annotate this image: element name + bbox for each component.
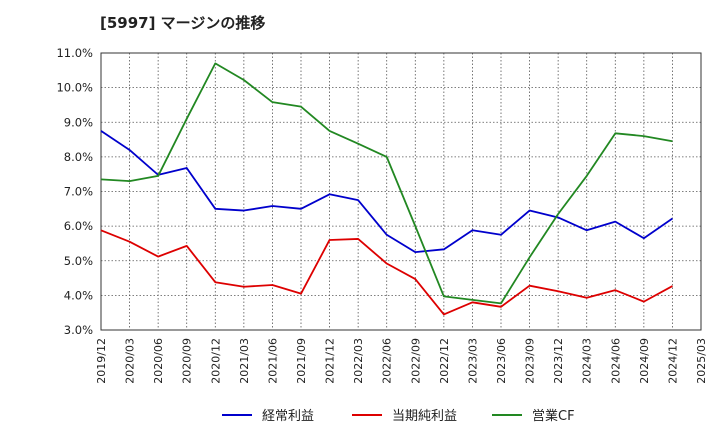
legend: 経常利益 当期純利益 営業CF — [222, 408, 575, 424]
x-tick-label: 2024/12 — [666, 338, 679, 384]
x-tick-label: 2022/06 — [381, 338, 394, 384]
x-tick-label: 2020/06 — [152, 338, 165, 384]
x-tick-label: 2022/09 — [409, 338, 422, 384]
x-tick-label: 2020/12 — [209, 338, 222, 384]
legend-label: 営業CF — [532, 408, 575, 424]
x-tick-label: 2021/09 — [295, 338, 308, 384]
x-tick-label: 2024/03 — [581, 338, 594, 384]
series-lines — [100, 62, 673, 316]
y-tick-label: 9.0% — [64, 115, 93, 129]
x-tick-label: 2023/09 — [524, 338, 537, 384]
legend-label: 経常利益 — [262, 409, 314, 424]
y-tick-label: 6.0% — [64, 219, 93, 233]
legend-label: 当期純利益 — [392, 409, 457, 424]
chart-title: [5997] マージンの推移 — [100, 14, 265, 32]
x-tick-label: 2020/03 — [124, 338, 137, 384]
series-line-1 — [100, 130, 673, 253]
y-tick-label: 11.0% — [56, 46, 93, 60]
y-axis: 3.0% 4.0% 5.0% 6.0% 7.0% 8.0% 9.0% 10.0% 11.0% — [56, 46, 93, 337]
series-line-3 — [100, 62, 673, 305]
x-tick-label: 2025/03 — [695, 338, 708, 384]
x-tick-label: 2021/06 — [266, 338, 279, 384]
x-tick-label: 2021/12 — [324, 338, 337, 384]
x-tick-label: 2022/03 — [352, 338, 365, 384]
y-tick-label: 10.0% — [56, 81, 93, 95]
grid — [101, 53, 701, 330]
y-tick-label: 8.0% — [64, 150, 93, 164]
x-tick-label: 2023/12 — [552, 338, 565, 384]
x-tick-label: 2024/09 — [638, 338, 651, 384]
x-axis: 2019/12 2020/03 2020/06 2020/09 2020/12 2021/… — [95, 338, 708, 384]
x-tick-label: 2023/03 — [466, 338, 479, 384]
x-tick-label: 2019/12 — [95, 338, 108, 384]
series-line-2 — [100, 229, 673, 316]
x-tick-label: 2021/03 — [238, 338, 251, 384]
x-tick-label: 2023/06 — [495, 338, 508, 384]
x-tick-label: 2022/12 — [438, 338, 451, 384]
x-tick-label: 2024/06 — [609, 338, 622, 384]
x-tick-label: 2020/09 — [181, 338, 194, 384]
y-tick-label: 7.0% — [64, 185, 93, 199]
y-tick-label: 3.0% — [64, 323, 93, 337]
y-tick-label: 4.0% — [64, 288, 93, 302]
y-tick-label: 5.0% — [64, 254, 93, 268]
plot-frame — [100, 52, 702, 331]
